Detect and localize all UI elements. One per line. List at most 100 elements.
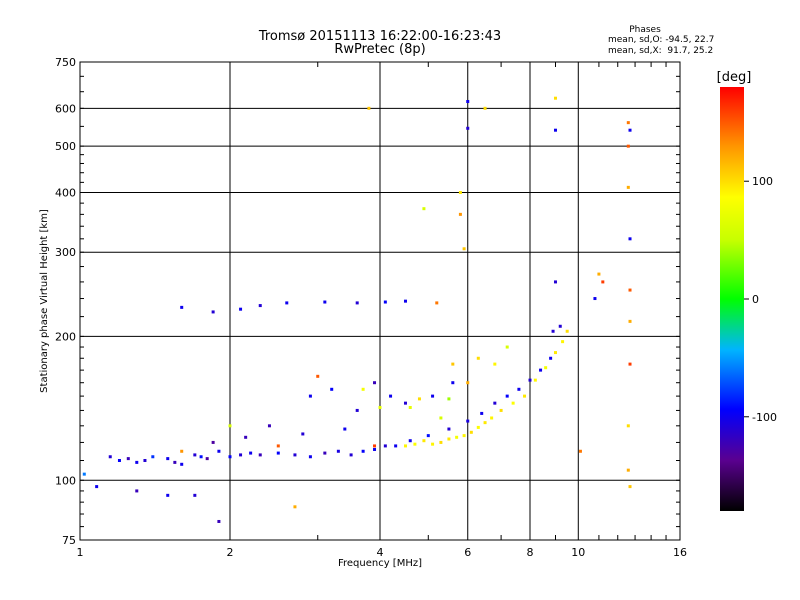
data-point-x-mode	[626, 144, 630, 148]
data-point-x-mode	[597, 272, 601, 276]
data-point-x-mode	[439, 440, 443, 444]
data-point-x-mode	[455, 435, 459, 439]
data-point-x-mode	[493, 362, 497, 366]
x-axis-ticks: 1 2 4 6 8 10 16	[77, 62, 687, 559]
data-point-o-mode	[217, 449, 221, 453]
data-point-o-mode	[493, 401, 497, 405]
data-point-x-mode	[435, 301, 439, 305]
data-point-o-mode	[355, 301, 359, 305]
data-point-x-mode	[417, 397, 421, 401]
data-point-o-mode	[126, 457, 130, 461]
data-point-o-mode	[308, 394, 312, 398]
data-point-o-mode	[553, 128, 557, 132]
data-point-x-mode	[499, 408, 503, 412]
data-point-o-mode	[517, 387, 521, 391]
data-point-o-mode	[426, 434, 430, 438]
data-point-o-mode	[267, 424, 271, 428]
data-point-x-mode	[511, 401, 515, 405]
data-point-o-mode	[258, 304, 262, 308]
data-point-o-mode	[249, 451, 253, 455]
y-tick-label: 750	[55, 56, 76, 69]
data-point-o-mode	[82, 472, 86, 476]
data-point-x-mode	[439, 416, 443, 420]
data-point-x-mode	[451, 362, 455, 366]
y-axis-label: Stationary phase Virtual Height [km]	[39, 209, 50, 393]
data-point-o-mode	[349, 453, 353, 457]
data-point-o-mode	[361, 449, 365, 453]
data-point-o-mode	[323, 451, 327, 455]
data-point-o-mode	[528, 378, 532, 382]
colorbar-tick-label: -100	[752, 411, 777, 424]
data-point-o-mode	[293, 453, 297, 457]
data-point-o-mode	[549, 356, 553, 360]
data-point-o-mode	[166, 457, 170, 461]
y-tick-label: 100	[55, 474, 76, 487]
data-point-o-mode	[180, 305, 184, 309]
y-tick-label: 600	[55, 102, 76, 115]
data-point-x-mode	[553, 96, 557, 100]
data-point-o-mode	[151, 455, 155, 459]
x-axis-label: Frequency [MHz]	[338, 558, 422, 569]
data-point-x-mode	[626, 468, 630, 472]
data-point-o-mode	[466, 126, 470, 130]
x-tick-label: 6	[464, 546, 471, 559]
data-point-o-mode	[205, 457, 209, 461]
data-point-o-mode	[117, 458, 121, 462]
data-point-o-mode	[244, 435, 248, 439]
data-point-o-mode	[389, 394, 393, 398]
data-point-x-mode	[228, 424, 232, 428]
data-point-o-mode	[276, 451, 280, 455]
data-point-x-mode	[626, 185, 630, 189]
chart-title: Tromsø 20151113 16:22:00-16:23:43	[258, 29, 501, 44]
y-tick-label: 75	[62, 534, 76, 547]
data-point-x-mode	[544, 366, 548, 370]
data-point-x-mode	[628, 485, 632, 489]
data-point-o-mode	[228, 455, 232, 459]
data-point-o-mode	[431, 394, 435, 398]
grid-lines	[80, 62, 680, 540]
data-point-x-mode	[578, 449, 582, 453]
x-tick-label: 1	[77, 546, 84, 559]
data-point-x-mode	[447, 397, 451, 401]
data-point-o-mode	[166, 493, 170, 497]
data-point-o-mode	[553, 280, 557, 284]
data-point-o-mode	[539, 368, 543, 372]
data-point-o-mode	[135, 460, 139, 464]
data-point-o-mode	[180, 462, 184, 466]
data-point-x-mode	[483, 106, 487, 110]
data-point-o-mode	[403, 401, 407, 405]
data-point-x-mode	[483, 421, 487, 425]
y-tick-label: 300	[55, 246, 76, 259]
data-point-o-mode	[108, 455, 112, 459]
data-point-o-mode	[217, 519, 221, 523]
data-point-o-mode	[308, 455, 312, 459]
data-point-o-mode	[301, 432, 305, 436]
data-point-x-mode	[431, 442, 435, 446]
y-axis-ticks: 75 100 200 300 400 500 600 750	[55, 56, 680, 547]
data-point-x-mode	[422, 207, 426, 211]
data-point-x-mode	[361, 387, 365, 391]
x-tick-label: 2	[227, 546, 234, 559]
data-point-x-mode	[462, 434, 466, 438]
data-point-x-mode	[628, 288, 632, 292]
data-point-o-mode	[211, 440, 215, 444]
colorbar-tick-label: 0	[752, 293, 759, 306]
data-point-o-mode	[373, 447, 377, 451]
data-point-o-mode	[451, 381, 455, 385]
data-point-o-mode	[628, 237, 632, 241]
colorbar-ticks: 100 0 -100	[744, 175, 777, 424]
data-point-o-mode	[355, 408, 359, 412]
data-point-x-mode	[601, 280, 605, 284]
data-point-x-mode	[533, 378, 537, 382]
data-points	[82, 96, 632, 523]
data-point-o-mode	[211, 310, 215, 314]
data-point-o-mode	[373, 381, 377, 385]
data-point-x-mode	[628, 319, 632, 323]
colorbar	[720, 87, 744, 511]
data-point-o-mode	[403, 299, 407, 303]
chart-subtitle: RwPretec (8p)	[334, 42, 425, 57]
data-point-x-mode	[373, 444, 377, 448]
data-point-x-mode	[413, 442, 417, 446]
stats-header: Phases	[629, 25, 661, 35]
